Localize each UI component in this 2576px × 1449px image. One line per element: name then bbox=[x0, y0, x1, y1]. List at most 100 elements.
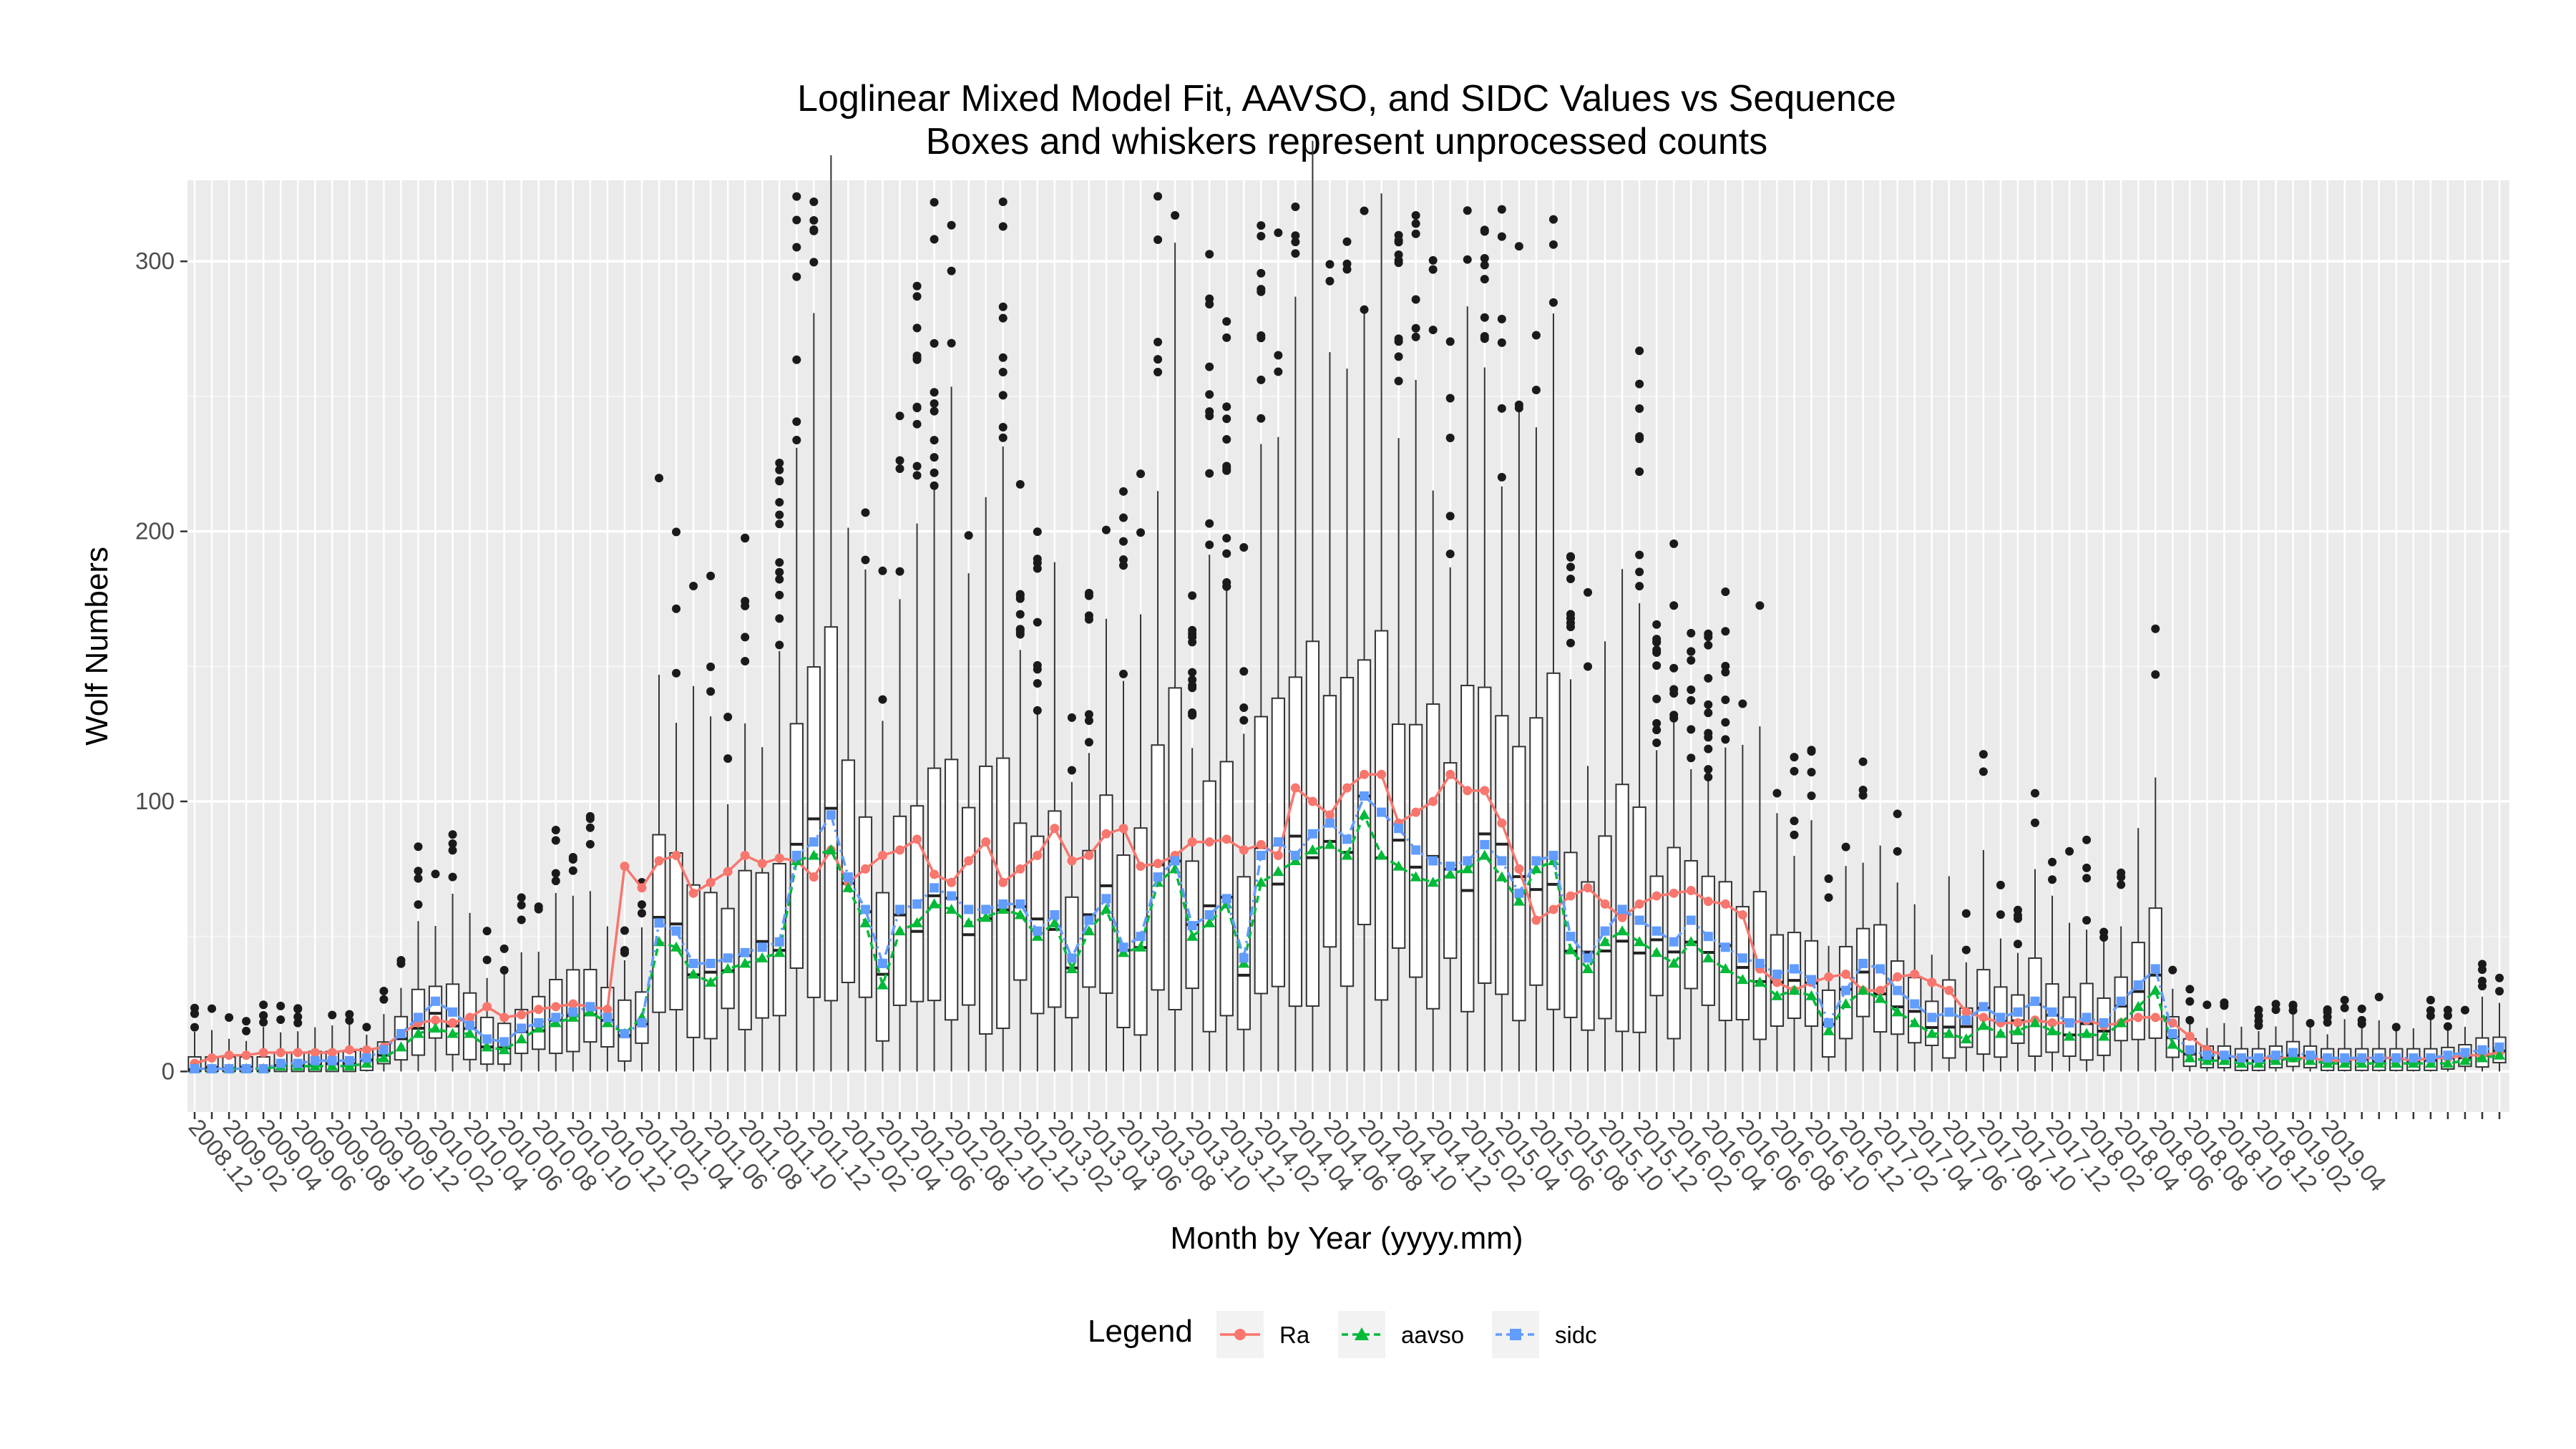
outlier bbox=[775, 497, 784, 507]
outlier bbox=[585, 823, 595, 832]
aavso-point bbox=[1685, 936, 1697, 947]
outlier bbox=[1807, 768, 1816, 777]
aavso-point bbox=[842, 882, 854, 892]
sidc-point bbox=[637, 1018, 647, 1028]
outlier bbox=[1996, 880, 2005, 889]
outlier bbox=[2151, 670, 2160, 679]
y-axis: 0 100 200 300 bbox=[135, 248, 187, 1084]
aavso-point bbox=[1031, 930, 1043, 941]
sidc-point bbox=[1720, 942, 1730, 952]
Ra-point bbox=[1600, 899, 1610, 909]
Ra-point bbox=[1480, 786, 1490, 796]
outlier bbox=[1033, 618, 1042, 627]
sidc-point bbox=[1118, 942, 1128, 952]
aavso-point bbox=[1771, 990, 1783, 1000]
outlier bbox=[1635, 346, 1644, 356]
outlier bbox=[259, 1000, 268, 1010]
outlier bbox=[792, 355, 801, 364]
outlier bbox=[930, 406, 939, 416]
box-94 bbox=[1804, 746, 1819, 1072]
sidc-point bbox=[654, 918, 664, 928]
sidc-point bbox=[2306, 1050, 2316, 1060]
outlier bbox=[328, 1010, 337, 1020]
sidc-point bbox=[1290, 850, 1300, 860]
outlier bbox=[2048, 875, 2057, 884]
outlier bbox=[1566, 638, 1575, 648]
outlier bbox=[1119, 561, 1128, 570]
y-tick-label: 0 bbox=[162, 1058, 175, 1084]
Ra-point bbox=[1772, 977, 1782, 987]
outlier bbox=[1704, 700, 1713, 709]
sidc-point bbox=[1566, 932, 1576, 942]
aavso-point bbox=[1496, 871, 1508, 882]
outlier bbox=[1824, 874, 1833, 884]
outlier bbox=[482, 927, 492, 936]
box-64 bbox=[1288, 203, 1303, 1072]
sidc-point bbox=[2374, 1053, 2384, 1063]
aavso-point bbox=[447, 1028, 459, 1038]
outlier bbox=[1171, 211, 1180, 220]
sidc-point bbox=[1652, 926, 1662, 936]
outlier bbox=[1428, 255, 1438, 265]
aavso-point bbox=[825, 844, 837, 854]
box-75 bbox=[1478, 225, 1492, 1072]
outlier bbox=[1652, 718, 1662, 728]
Ra-point bbox=[1360, 769, 1370, 779]
sidc-point bbox=[1807, 975, 1817, 985]
sidc-point bbox=[1548, 850, 1558, 860]
outlier bbox=[1669, 663, 1679, 673]
outlier bbox=[620, 926, 629, 935]
outlier bbox=[2271, 1005, 2280, 1015]
aavso-point bbox=[361, 1058, 373, 1068]
outlier bbox=[809, 215, 819, 225]
outlier bbox=[741, 597, 750, 606]
sidc-point bbox=[1084, 915, 1094, 925]
Ra-point bbox=[757, 859, 767, 869]
aavso-point bbox=[1702, 952, 1714, 962]
outlier bbox=[1635, 404, 1644, 414]
outlier bbox=[2477, 965, 2487, 975]
outlier bbox=[1445, 512, 1455, 521]
outlier bbox=[775, 465, 784, 474]
sidc-point bbox=[1634, 915, 1644, 925]
outlier bbox=[2426, 1011, 2435, 1020]
Ra-point bbox=[1463, 786, 1473, 796]
aavso-point bbox=[2338, 1058, 2351, 1068]
sidc-point bbox=[2202, 1050, 2212, 1060]
outlier bbox=[1979, 750, 1988, 759]
sidc-point bbox=[1342, 834, 1352, 844]
Ra-point bbox=[1067, 856, 1077, 866]
aavso-point bbox=[1083, 925, 1095, 936]
sidc-point bbox=[190, 1064, 200, 1074]
sidc-point bbox=[877, 958, 887, 968]
sidc-point bbox=[1531, 856, 1541, 866]
outlier bbox=[1772, 789, 1782, 798]
outlier bbox=[1635, 379, 1644, 389]
Ra-point bbox=[1118, 824, 1128, 834]
series-line bbox=[195, 794, 2500, 1070]
sidc-point bbox=[1463, 856, 1473, 866]
Ra-point bbox=[1979, 1013, 1989, 1023]
sidc-point bbox=[602, 1013, 613, 1023]
box bbox=[789, 723, 804, 969]
Ra-point bbox=[241, 1050, 251, 1060]
sidc-point bbox=[1411, 845, 1421, 855]
outlier bbox=[1205, 519, 1214, 528]
outlier bbox=[1652, 661, 1662, 670]
Ra-point bbox=[431, 1015, 441, 1025]
box bbox=[1873, 924, 1888, 1033]
aavso-point bbox=[928, 898, 940, 909]
outlier bbox=[276, 1015, 286, 1024]
outlier bbox=[2082, 835, 2092, 844]
box bbox=[1048, 810, 1062, 1008]
outlier bbox=[964, 531, 973, 540]
Ra-point bbox=[688, 888, 698, 898]
outlier bbox=[672, 668, 681, 678]
outlier bbox=[1721, 627, 1730, 636]
aavso-point bbox=[412, 1028, 424, 1038]
outlier bbox=[1652, 648, 1662, 658]
outlier bbox=[2030, 818, 2039, 827]
outlier bbox=[1067, 766, 1076, 775]
outlier bbox=[517, 893, 526, 902]
